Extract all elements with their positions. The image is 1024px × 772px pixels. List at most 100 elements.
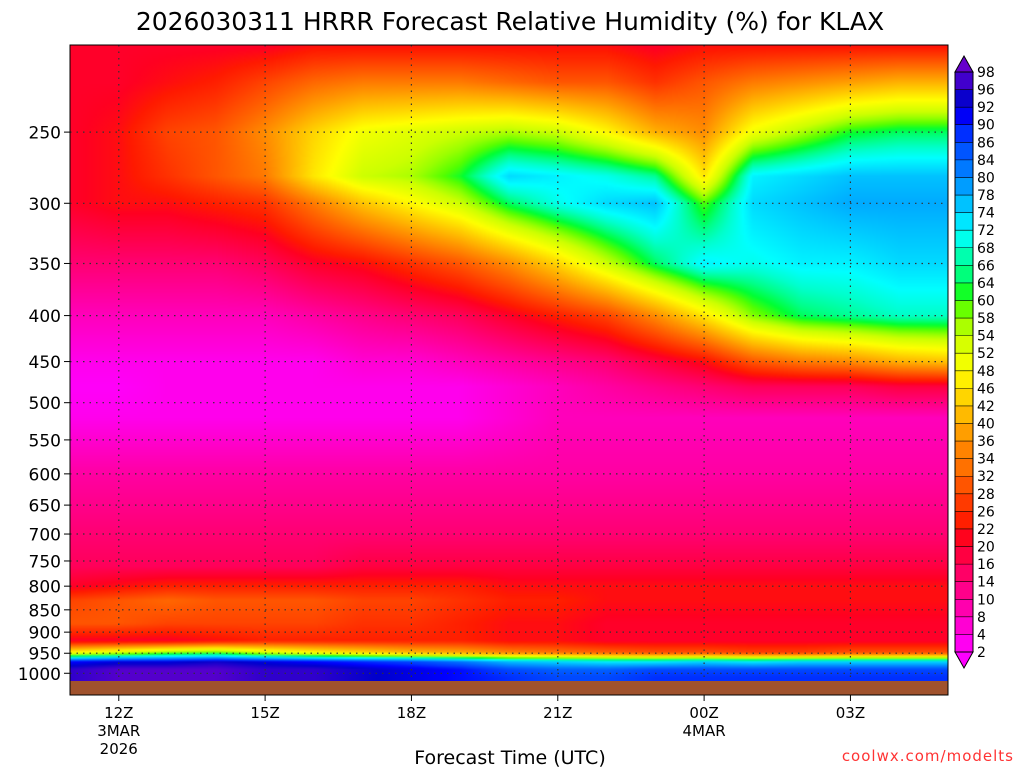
colorbar-swatch <box>955 265 973 284</box>
colorbar-label: 68 <box>977 241 995 257</box>
colorbar-label: 86 <box>977 135 995 151</box>
colorbar-label: 40 <box>977 417 995 433</box>
x-tick-label: 00Z <box>689 704 718 722</box>
colorbar-swatch <box>955 634 973 653</box>
colorbar-label: 98 <box>977 65 995 81</box>
colorbar-label: 36 <box>977 434 995 450</box>
y-tick-label: 1000 <box>18 665 61 685</box>
colorbar-label: 4 <box>977 627 986 643</box>
colorbar-swatch <box>955 441 973 459</box>
colorbar-label: 16 <box>977 557 995 573</box>
colorbar-label: 80 <box>977 170 995 186</box>
colorbar-swatch <box>955 405 973 424</box>
x-tick-label: 4MAR <box>683 722 726 740</box>
y-tick-label: 450 <box>29 353 61 373</box>
colorbar-label: 54 <box>977 329 995 345</box>
x-tick-label: 12Z <box>104 704 133 722</box>
y-tick-label: 800 <box>29 578 61 598</box>
x-axis-title: Forecast Time (UTC) <box>414 747 605 768</box>
colorbar-swatch <box>955 230 973 249</box>
colorbar-label: 34 <box>977 452 995 468</box>
colorbar-label: 32 <box>977 469 995 485</box>
x-tick-label: 21Z <box>543 704 572 722</box>
colorbar-swatch <box>955 388 973 407</box>
colorbar-label: 2 <box>977 645 986 661</box>
x-tick-label: 2026 <box>100 740 138 758</box>
colorbar-swatch <box>955 247 973 266</box>
colorbar-label: 28 <box>977 487 995 503</box>
colorbar-swatch <box>955 511 973 530</box>
colorbar-label: 78 <box>977 188 995 204</box>
colorbar-swatch <box>955 212 973 231</box>
colorbar-label: 52 <box>977 346 995 362</box>
colorbar-label: 92 <box>977 100 995 116</box>
colorbar-swatch <box>955 546 973 565</box>
colorbar-label: 74 <box>977 206 995 222</box>
colorbar-swatch <box>955 353 973 372</box>
x-tick-label: 3MAR <box>97 722 140 740</box>
colorbar-swatch <box>955 599 973 618</box>
colorbar-swatch <box>955 300 973 319</box>
colorbar-swatch <box>955 335 973 354</box>
y-tick-label: 300 <box>29 195 61 215</box>
colorbar-swatch <box>955 370 973 389</box>
colorbar-label: 60 <box>977 293 995 309</box>
colorbar-swatch <box>955 581 973 600</box>
colorbar-swatch <box>955 616 973 635</box>
colorbar-swatch <box>955 72 973 90</box>
y-tick-label: 900 <box>29 624 61 644</box>
colorbar-swatch <box>955 107 973 126</box>
y-axis: 250 300 350 400 450 500 550 600 650 700 750 800 850 9… <box>18 124 70 685</box>
y-tick-label: 400 <box>29 307 61 327</box>
y-tick-label: 950 <box>29 645 61 665</box>
colorbar-swatch <box>955 318 973 336</box>
plot-area <box>69 44 949 696</box>
plot-frame <box>69 44 949 696</box>
colorbar-swatch <box>955 423 973 442</box>
y-tick-label: 600 <box>29 465 61 485</box>
colorbar-swatch <box>955 177 973 196</box>
colorbar-swatch <box>955 195 973 213</box>
colorbar-extend-max <box>954 54 974 73</box>
colorbar-label: 26 <box>977 504 995 520</box>
y-tick-label: 750 <box>29 552 61 572</box>
colorbar-extend-min <box>954 651 974 670</box>
colorbar-label: 22 <box>977 522 995 538</box>
colorbar-label: 58 <box>977 311 995 327</box>
colorbar-label: 20 <box>977 540 995 556</box>
colorbar-label: 96 <box>977 83 995 99</box>
colorbar-label: 42 <box>977 399 995 415</box>
x-tick-label: 15Z <box>250 704 279 722</box>
y-tick-label: 550 <box>29 431 61 451</box>
colorbar-swatch <box>955 528 973 547</box>
colorbar-label: 48 <box>977 364 995 380</box>
y-tick-label: 500 <box>29 394 61 414</box>
rh-heatmap <box>70 45 948 681</box>
ground-strip <box>70 681 948 695</box>
y-tick-label: 650 <box>29 497 61 517</box>
colorbar-swatch <box>955 476 973 495</box>
y-tick-label: 250 <box>29 124 61 144</box>
colorbar-swatch <box>955 159 973 178</box>
colorbar-swatch <box>955 458 973 477</box>
colorbar-label: 84 <box>977 153 995 169</box>
colorbar-label: 64 <box>977 276 995 292</box>
colorbar-label: 66 <box>977 258 995 274</box>
colorbar-label: 8 <box>977 610 986 626</box>
colorbar-label: 10 <box>977 592 995 608</box>
colorbar-swatch <box>955 282 973 301</box>
colorbar-swatch <box>955 142 973 161</box>
colorbar-swatch <box>955 564 973 582</box>
y-tick-label: 350 <box>29 255 61 275</box>
colorbar-label: 90 <box>977 118 995 134</box>
colorbar-swatch <box>955 124 973 143</box>
x-tick-label: 03Z <box>836 704 865 722</box>
colorbar-label: 14 <box>977 575 995 591</box>
colorbar-label: 72 <box>977 223 995 239</box>
colorbar-swatch <box>955 89 973 108</box>
chart-title: 2026030311 HRRR Forecast Relative Humidi… <box>136 7 884 36</box>
colorbar-label: 46 <box>977 381 995 397</box>
